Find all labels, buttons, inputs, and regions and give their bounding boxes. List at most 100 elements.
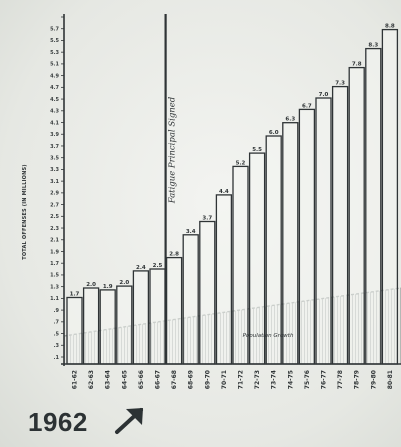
bar-1980 xyxy=(365,47,382,365)
data-label: 6.7 xyxy=(302,103,312,109)
y-tick-label: 4.9 xyxy=(50,73,59,79)
bar-1969 xyxy=(182,234,199,365)
y-tick-label: 5.7 xyxy=(50,27,59,33)
bar-rect xyxy=(182,234,199,365)
data-label: 7.8 xyxy=(352,62,362,68)
x-tick-label: 79-80 xyxy=(370,370,377,389)
bar-1977 xyxy=(315,97,332,365)
bar-1978 xyxy=(331,85,349,365)
x-tick-label: 75-76 xyxy=(304,370,311,389)
x-tick-label: 63-64 xyxy=(105,370,112,389)
data-label: 5.2 xyxy=(236,160,246,166)
data-label: 3.4 xyxy=(186,229,196,235)
bar-rect xyxy=(165,256,183,365)
y-tick-label: .9 xyxy=(54,308,60,314)
bar-rect xyxy=(265,135,282,365)
bar-1976 xyxy=(298,108,316,365)
population-annotation: Population Growth xyxy=(243,333,294,339)
data-label: 2.8 xyxy=(169,252,179,258)
y-tick-label: 5.3 xyxy=(50,50,59,56)
y-tick-label: 3.1 xyxy=(50,179,59,185)
bar-rect xyxy=(298,108,316,365)
bar-1963 xyxy=(82,287,100,365)
data-label: 3.7 xyxy=(202,216,212,222)
data-label: 1.7 xyxy=(70,292,80,298)
bar-1971 xyxy=(215,194,233,365)
year-caption: 1962 xyxy=(28,407,88,437)
y-tick-label: 2.1 xyxy=(50,238,59,244)
data-label: 6.3 xyxy=(285,117,295,123)
bar-rect xyxy=(199,220,216,365)
x-tick-label: 68-69 xyxy=(188,370,195,389)
data-label: 5.5 xyxy=(252,147,262,153)
data-label: 7.3 xyxy=(335,81,345,87)
x-tick-label: 62-63 xyxy=(88,370,95,389)
bar-rect xyxy=(381,28,399,365)
x-tick-label: 64-65 xyxy=(121,370,128,389)
x-tick-label: 73-74 xyxy=(271,370,278,389)
y-tick-label: 2.3 xyxy=(50,226,59,232)
bar-rect xyxy=(331,85,349,365)
y-tick-label: .5 xyxy=(54,331,60,337)
bar-rect xyxy=(99,289,116,365)
data-label: 8.3 xyxy=(368,43,378,49)
x-tick-label: 74-75 xyxy=(287,370,294,389)
x-tick-label: 65-66 xyxy=(138,370,145,389)
bar-1965 xyxy=(116,285,133,365)
y-tick-label: 3.9 xyxy=(50,132,59,138)
signing-annotation: Fatigue Principal Signed xyxy=(168,96,178,204)
data-label: 2.5 xyxy=(153,263,163,269)
x-tick-label: 80-81 xyxy=(387,370,394,389)
data-label: 2.0 xyxy=(86,282,96,288)
y-tick-label: 2.7 xyxy=(50,202,59,208)
data-label: 1.9 xyxy=(103,284,113,290)
x-tick-label: 67-68 xyxy=(171,370,178,389)
data-label: 8.8 xyxy=(385,24,395,30)
bar-rect xyxy=(82,287,100,365)
bar-rect xyxy=(315,97,332,365)
bar-rect xyxy=(66,296,83,365)
y-tick-label: 4.3 xyxy=(50,109,59,115)
arrow-up-right-icon xyxy=(115,408,143,434)
y-tick-label: 4.1 xyxy=(50,120,59,126)
y-tick-label: .1 xyxy=(54,355,60,361)
x-tick-label: 71-72 xyxy=(238,370,245,389)
x-tick-label: 76-77 xyxy=(321,370,328,389)
bar-1964 xyxy=(99,289,116,365)
y-tick-label: .7 xyxy=(54,320,60,326)
x-tick-label: 61-62 xyxy=(72,370,79,389)
bar-1981 xyxy=(381,28,399,365)
bar-1970 xyxy=(199,220,216,365)
y-tick-label: 3.5 xyxy=(50,155,59,161)
bar-rect xyxy=(116,285,133,365)
y-tick-label: 1.7 xyxy=(50,261,59,267)
bar-1968 xyxy=(165,256,183,365)
x-tick-label: 77-78 xyxy=(337,370,344,389)
bar-rect xyxy=(215,194,233,365)
data-label: 2.0 xyxy=(119,280,129,286)
bar-1975 xyxy=(282,122,299,365)
y-tick-label: 1.9 xyxy=(50,249,59,255)
y-tick-label: 5.5 xyxy=(50,38,59,44)
bar-1962 xyxy=(66,296,83,365)
bar-rect xyxy=(132,270,150,365)
data-label: 7.0 xyxy=(319,92,329,98)
y-tick-label: 1.3 xyxy=(50,284,59,290)
bar-rect xyxy=(348,66,365,365)
x-tick-label: 72-73 xyxy=(254,370,261,389)
data-label: 4.4 xyxy=(219,189,229,195)
x-tick-label: 70-71 xyxy=(221,370,228,389)
y-tick-label: 1.5 xyxy=(50,273,59,279)
x-tick-label: 78-79 xyxy=(354,370,361,389)
y-axis-label: TOTAL OFFENSES (IN MILLIONS) xyxy=(22,164,28,260)
bar-rect xyxy=(365,47,382,365)
bar-rect xyxy=(149,268,166,365)
bar-rect xyxy=(282,122,299,365)
bar-1967 xyxy=(149,268,166,365)
bar-1979 xyxy=(348,66,365,365)
data-label: 2.4 xyxy=(136,265,146,271)
y-tick-label: 1.1 xyxy=(50,296,59,302)
y-tick-label: 5.1 xyxy=(50,62,59,68)
